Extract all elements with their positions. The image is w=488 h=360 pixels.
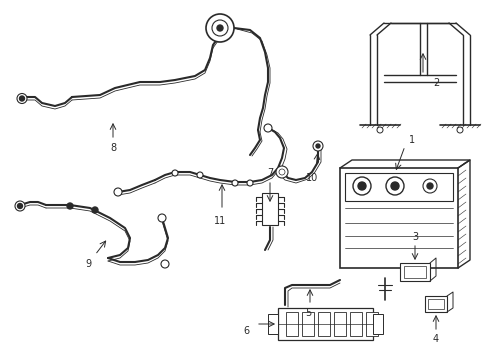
Circle shape	[231, 180, 238, 186]
Text: 1: 1	[408, 135, 414, 145]
Circle shape	[205, 14, 234, 42]
Text: 5: 5	[304, 308, 310, 318]
Bar	[399, 263, 429, 281]
Circle shape	[246, 180, 252, 186]
Text: 6: 6	[243, 326, 248, 336]
Circle shape	[312, 141, 323, 151]
Text: 4: 4	[432, 334, 438, 344]
Circle shape	[264, 124, 271, 132]
Circle shape	[422, 179, 436, 193]
Circle shape	[357, 182, 365, 190]
Circle shape	[172, 170, 178, 176]
Bar	[333, 312, 346, 336]
Circle shape	[20, 96, 24, 101]
Circle shape	[17, 94, 27, 104]
Circle shape	[18, 203, 22, 208]
Circle shape	[212, 20, 227, 36]
Bar	[427, 299, 443, 309]
Bar	[339, 168, 457, 268]
Bar	[278, 308, 372, 340]
Text: 9: 9	[85, 259, 91, 269]
Circle shape	[390, 182, 398, 190]
Circle shape	[315, 144, 319, 148]
Circle shape	[92, 207, 98, 213]
Circle shape	[217, 25, 223, 31]
Circle shape	[15, 201, 25, 211]
Circle shape	[426, 183, 432, 189]
Bar	[403, 266, 425, 278]
Bar	[317, 312, 329, 336]
Bar	[424, 296, 446, 312]
Bar	[262, 193, 278, 225]
Circle shape	[158, 214, 165, 222]
Bar	[345, 173, 452, 201]
Bar	[302, 312, 313, 336]
Circle shape	[161, 260, 169, 268]
Text: 11: 11	[213, 216, 225, 226]
Circle shape	[456, 127, 462, 133]
Bar	[285, 312, 297, 336]
Circle shape	[376, 127, 382, 133]
Bar	[365, 312, 377, 336]
Text: 8: 8	[110, 143, 116, 153]
Bar	[349, 312, 361, 336]
Text: 2: 2	[432, 78, 438, 88]
Circle shape	[275, 166, 287, 178]
Text: 3: 3	[411, 232, 417, 242]
Text: 7: 7	[266, 168, 273, 178]
Circle shape	[385, 177, 403, 195]
Bar	[372, 314, 382, 334]
Circle shape	[279, 169, 285, 175]
Circle shape	[197, 172, 203, 178]
Circle shape	[114, 188, 122, 196]
Text: 10: 10	[305, 173, 318, 183]
Circle shape	[67, 203, 73, 209]
Circle shape	[352, 177, 370, 195]
Bar	[267, 314, 278, 334]
